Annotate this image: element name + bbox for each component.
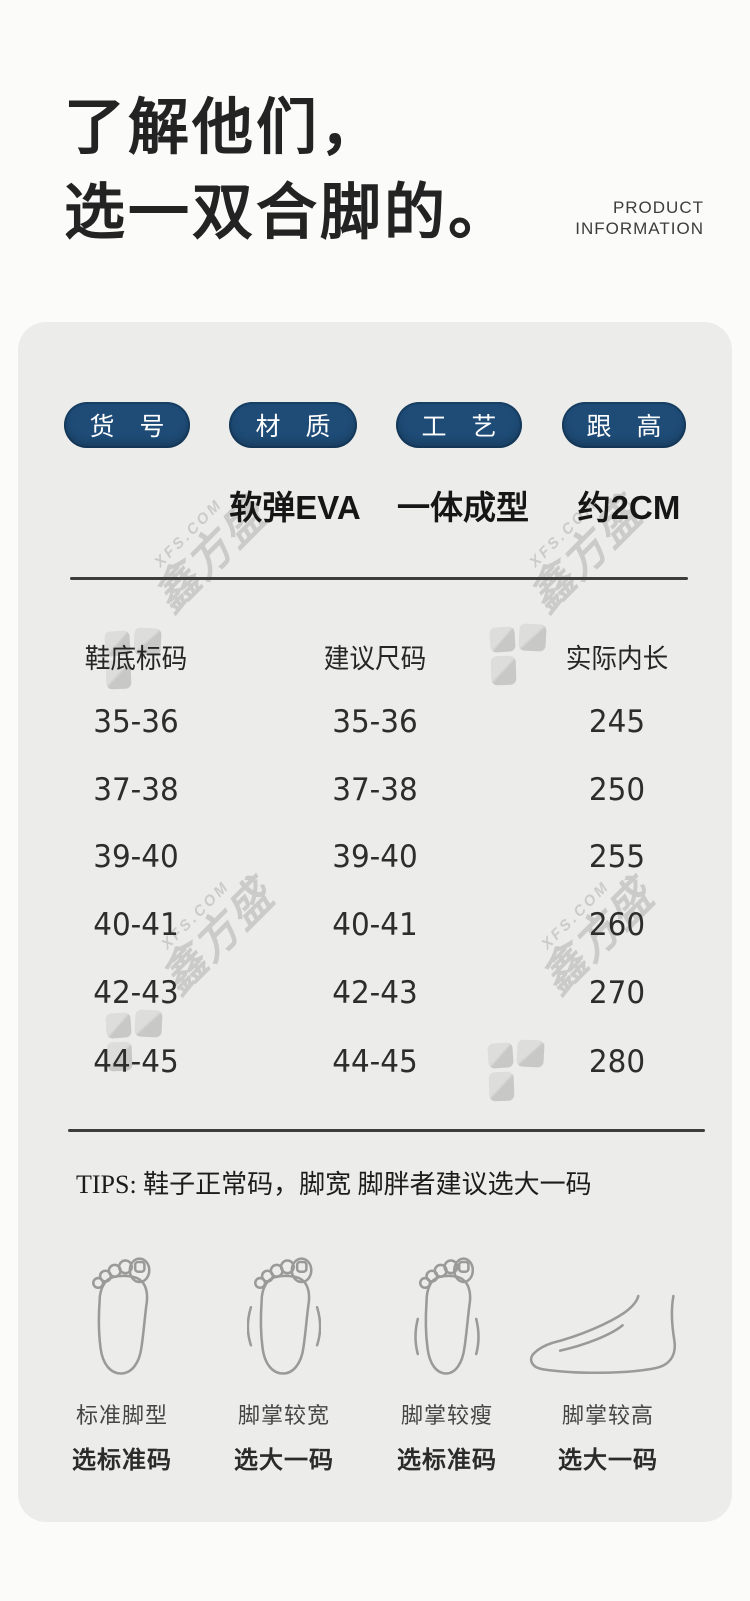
page-title-line1: 了解他们，: [64, 95, 385, 162]
badge-item-number: 货 号: [64, 402, 190, 448]
table-cell: 280: [588, 1044, 646, 1080]
table-cell: 44-45: [93, 1044, 179, 1080]
table-cell: 35-36: [93, 704, 179, 740]
foot-wide-icon: [199, 1248, 369, 1382]
badge-craft: 工 艺: [396, 402, 522, 448]
table-cell: 270: [588, 975, 646, 1011]
foot-advice-label: 选标准码: [397, 1447, 497, 1474]
table-cell: 260: [588, 907, 646, 943]
table-cell: 39-40: [93, 839, 179, 875]
column-header-sole-size: 鞋底标码: [84, 644, 188, 674]
value-heel-height: 约2CM: [577, 489, 681, 526]
foot-advice-label: 选标准码: [72, 1447, 172, 1474]
table-cell: 40-41: [93, 907, 179, 943]
table-cell: 250: [588, 772, 646, 808]
value-material: 软弹EVA: [229, 489, 361, 526]
value-craft: 一体成型: [397, 489, 529, 526]
foot-narrow-icon: [362, 1248, 532, 1382]
foot-high-instep-icon: [523, 1248, 693, 1382]
table-cell: 42-43: [332, 975, 418, 1011]
column-header-inner-length: 实际内长: [565, 644, 669, 674]
foot-type-label: 脚掌较宽: [237, 1403, 330, 1428]
foot-advice-label: 选大一码: [558, 1447, 658, 1474]
badge-material: 材 质: [229, 402, 357, 448]
badge-heel-height: 跟 高: [562, 402, 686, 448]
table-cell: 39-40: [332, 839, 418, 875]
spec-card: [18, 322, 732, 1522]
foot-type-label: 脚掌较瘦: [400, 1403, 493, 1428]
table-cell: 44-45: [332, 1044, 418, 1080]
caption-line1: PRODUCT: [612, 198, 704, 217]
foot-guide-narrow: 脚掌较瘦 选标准码: [362, 1248, 532, 1475]
page-title: 了解他们， 选一双合脚的。: [64, 86, 512, 256]
foot-guide-wide: 脚掌较宽 选大一码: [199, 1248, 369, 1475]
caption-line2: INFORMATION: [575, 219, 704, 238]
foot-advice-label: 选大一码: [234, 1447, 334, 1474]
table-cell: 42-43: [93, 975, 179, 1011]
product-information-caption: PRODUCT INFORMATION: [575, 197, 704, 239]
table-cell: 35-36: [332, 704, 418, 740]
table-cell: 255: [588, 839, 646, 875]
foot-guide-high-instep: 脚掌较高 选大一码: [523, 1248, 693, 1475]
foot-type-label: 标准脚型: [75, 1403, 168, 1428]
tips-text: TIPS: 鞋子正常码，脚宽 脚胖者建议选大一码: [76, 1170, 592, 1199]
foot-type-label: 脚掌较高: [561, 1403, 654, 1428]
divider-bottom: [68, 1129, 705, 1132]
column-header-suggested-size: 建议尺码: [323, 644, 427, 674]
divider-top: [70, 577, 688, 580]
table-cell: 245: [588, 704, 646, 740]
foot-guide-standard: 标准脚型 选标准码: [37, 1248, 207, 1475]
table-cell: 37-38: [93, 772, 179, 808]
foot-standard-icon: [37, 1248, 207, 1382]
table-cell: 40-41: [332, 907, 418, 943]
table-cell: 37-38: [332, 772, 418, 808]
page-title-line2: 选一双合脚的。: [64, 180, 513, 247]
